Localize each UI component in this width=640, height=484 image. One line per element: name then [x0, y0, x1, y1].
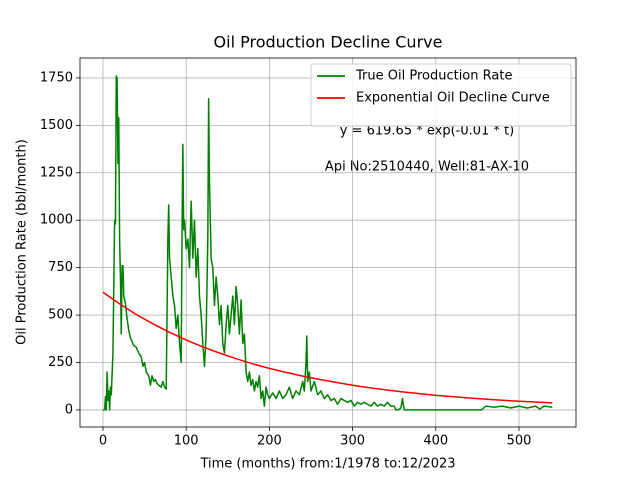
y-tick-label: 1750 [40, 70, 73, 85]
plot-frame [79, 57, 577, 428]
legend-label: True Oil Production Rate [355, 69, 512, 84]
y-tick-label: 0 [65, 402, 73, 417]
x-tick-label: 500 [507, 434, 532, 449]
y-tick-label: 1500 [40, 118, 73, 133]
x-axis-label: Time (months) from:1/1978 to:12/2023 [199, 457, 455, 472]
y-tick-label: 1000 [40, 213, 73, 228]
x-tick-label: 300 [340, 434, 365, 449]
y-tick-label: 250 [48, 355, 73, 370]
data-line [102, 291, 553, 404]
annotation: y = 619.65 * exp(-0.01 * t) [340, 124, 514, 139]
y-axis-label: Oil Production Rate (bbl/month) [15, 139, 30, 345]
legend-box [310, 63, 572, 127]
y-tick-label: 1250 [40, 165, 73, 180]
y-tick-label: 500 [48, 308, 73, 323]
data-line [102, 75, 553, 411]
x-tick-label: 0 [99, 434, 107, 449]
legend-label: Exponential Oil Decline Curve [356, 91, 550, 106]
chart-title: Oil Production Decline Curve [214, 33, 443, 52]
annotation: Api No:2510440, Well:81-AX-10 [325, 160, 529, 175]
x-tick-label: 100 [174, 434, 199, 449]
x-tick-label: 200 [257, 434, 282, 449]
x-tick-label: 400 [423, 434, 448, 449]
y-tick-label: 750 [48, 260, 73, 275]
